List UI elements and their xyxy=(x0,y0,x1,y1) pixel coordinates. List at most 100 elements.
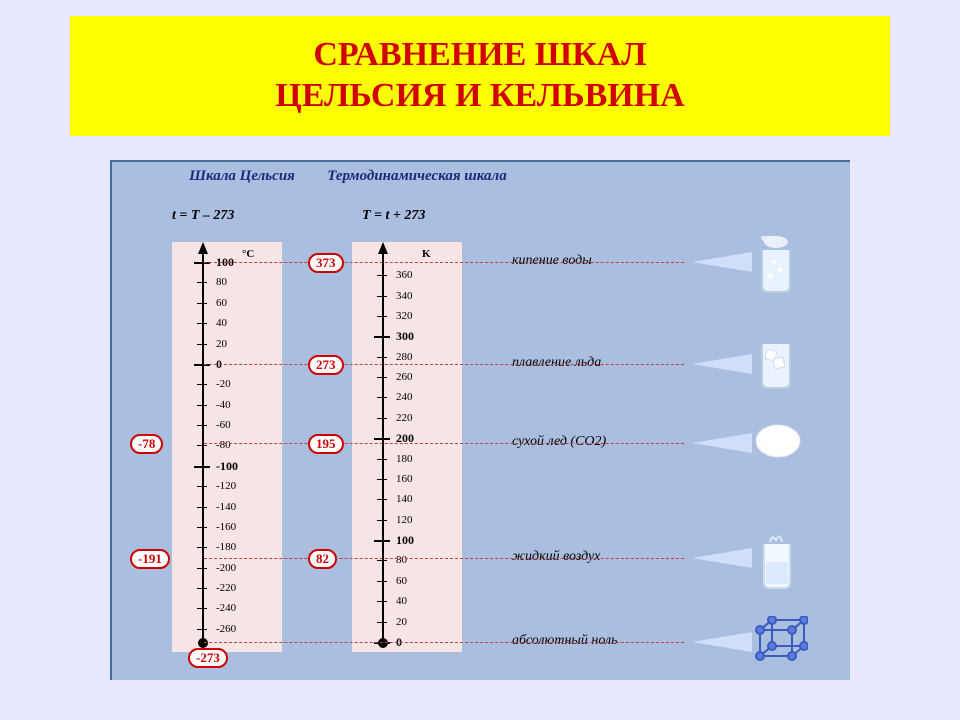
value-bubble: 195 xyxy=(308,434,344,454)
minor-tick-label: 220 xyxy=(396,412,413,424)
connector-line xyxy=(204,642,684,643)
minor-tick-label: -220 xyxy=(216,582,236,594)
connector-line xyxy=(204,364,684,365)
value-bubble: -191 xyxy=(130,549,170,569)
minor-tick xyxy=(197,405,207,406)
minor-tick xyxy=(197,568,207,569)
minor-tick xyxy=(197,282,207,283)
minor-tick-label: 20 xyxy=(396,616,407,628)
value-bubble: -273 xyxy=(188,648,228,668)
minor-tick xyxy=(377,418,387,419)
major-tick-label: -100 xyxy=(216,459,238,474)
minor-tick-label: 160 xyxy=(396,473,413,485)
minor-tick-label: -120 xyxy=(216,480,236,492)
minor-tick-label: 40 xyxy=(216,317,227,329)
minor-tick xyxy=(197,384,207,385)
unit-label: °C xyxy=(242,248,254,260)
value-bubble: 273 xyxy=(308,355,344,375)
pointer-wedge-icon xyxy=(692,252,752,272)
minor-tick-label: 360 xyxy=(396,269,413,281)
arrowhead-icon xyxy=(198,242,208,254)
lattice-icon xyxy=(752,616,808,671)
minor-tick xyxy=(377,275,387,276)
minor-tick-label: 60 xyxy=(396,575,407,587)
minor-tick-label: 60 xyxy=(216,297,227,309)
phenomenon-label: плавление льда xyxy=(512,355,601,371)
connector-line xyxy=(204,558,684,559)
minor-tick-label: 40 xyxy=(396,595,407,607)
minor-tick-label: -140 xyxy=(216,501,236,513)
celsius-scale: °C1000-10080604020-20-40-60-80-120-140-1… xyxy=(172,242,282,652)
minor-tick xyxy=(197,303,207,304)
minor-tick-label: 280 xyxy=(396,351,413,363)
dry-ice-icon xyxy=(752,417,804,466)
value-bubble: -78 xyxy=(130,434,163,454)
minor-tick xyxy=(197,445,207,446)
title-line1: СРАВНЕНИЕ ШКАЛ xyxy=(313,35,646,76)
minor-tick-label: -20 xyxy=(216,378,231,390)
phenomenon-label: абсолютный ноль xyxy=(512,633,617,649)
phenomenon-label: сухой лед (CO2) xyxy=(512,434,606,450)
major-tick xyxy=(374,438,390,440)
major-tick-label: 100 xyxy=(396,533,414,548)
minor-tick xyxy=(197,507,207,508)
minor-tick-label: -80 xyxy=(216,439,231,451)
minor-tick xyxy=(197,323,207,324)
minor-tick xyxy=(197,344,207,345)
boiling-glass-icon xyxy=(752,236,800,301)
minor-tick-label: 20 xyxy=(216,338,227,350)
minor-tick xyxy=(197,629,207,630)
minor-tick xyxy=(197,547,207,548)
minor-tick-label: 180 xyxy=(396,453,413,465)
major-tick xyxy=(374,540,390,542)
pointer-wedge-icon xyxy=(692,548,752,568)
minor-tick xyxy=(377,459,387,460)
pointer-wedge-icon xyxy=(692,433,752,453)
minor-tick xyxy=(197,425,207,426)
minor-tick-label: -60 xyxy=(216,419,231,431)
ice-glass-icon xyxy=(752,338,800,397)
minor-tick xyxy=(377,357,387,358)
minor-tick-label: -260 xyxy=(216,623,236,635)
minor-tick-label: -200 xyxy=(216,562,236,574)
liquid-air-icon xyxy=(752,532,800,597)
major-tick xyxy=(194,466,210,468)
minor-tick xyxy=(197,588,207,589)
phenomenon-label: жидкий воздух xyxy=(512,549,600,565)
axis-line xyxy=(382,250,384,642)
arrowhead-icon xyxy=(378,242,388,254)
minor-tick-label: 140 xyxy=(396,493,413,505)
major-tick xyxy=(374,336,390,338)
celsius-formula: t = T – 273 xyxy=(172,208,234,224)
kelvin-formula: T = t + 273 xyxy=(362,208,425,224)
pointer-wedge-icon xyxy=(692,354,752,374)
minor-tick xyxy=(377,560,387,561)
axis-base-icon xyxy=(198,638,208,648)
minor-tick-label: 260 xyxy=(396,371,413,383)
minor-tick-label: 320 xyxy=(396,310,413,322)
title-line2: ЦЕЛЬСИЯ И КЕЛЬВИНА xyxy=(275,76,684,117)
minor-tick-label: -160 xyxy=(216,521,236,533)
minor-tick xyxy=(377,520,387,521)
minor-tick xyxy=(377,316,387,317)
minor-tick xyxy=(197,527,207,528)
phenomenon-label: кипение воды xyxy=(512,253,592,269)
minor-tick xyxy=(377,622,387,623)
title-box: СРАВНЕНИЕ ШКАЛ ЦЕЛЬСИЯ И КЕЛЬВИНА xyxy=(70,16,890,136)
minor-tick xyxy=(377,499,387,500)
minor-tick-label: 80 xyxy=(396,554,407,566)
connector-line xyxy=(204,443,684,444)
minor-tick-label: 80 xyxy=(216,276,227,288)
minor-tick xyxy=(197,486,207,487)
minor-tick-label: 120 xyxy=(396,514,413,526)
minor-tick-label: -40 xyxy=(216,399,231,411)
unit-label: K xyxy=(422,248,431,260)
minor-tick-label: 240 xyxy=(396,391,413,403)
minor-tick xyxy=(377,397,387,398)
diagram-panel: Шкала Цельсия Термодинамическая шкала t … xyxy=(110,160,850,680)
minor-tick xyxy=(377,377,387,378)
minor-tick xyxy=(377,479,387,480)
major-tick-label: 300 xyxy=(396,329,414,344)
connector-line xyxy=(204,262,684,263)
minor-tick xyxy=(197,608,207,609)
